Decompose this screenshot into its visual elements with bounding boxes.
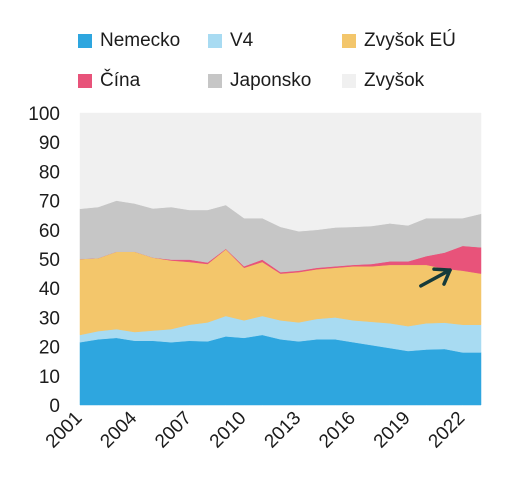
legend-swatch — [78, 34, 92, 48]
legend-item-cina: Čína — [78, 70, 140, 92]
x-tick-label-2022: 2022 — [425, 408, 470, 453]
legend-label: Čína — [100, 70, 141, 91]
y-tick-label-30: 30 — [39, 308, 60, 329]
legend-swatch — [208, 34, 222, 48]
annotation-arrow-shaft — [419, 268, 452, 288]
legend-label: Zvyšok EÚ — [364, 30, 456, 51]
legend-item-v4: V4 — [208, 30, 253, 52]
y-tick-label-70: 70 — [39, 192, 60, 213]
x-tick-label-2016: 2016 — [315, 408, 360, 453]
legend-item-zvysok-eu: Zvyšok EÚ — [342, 30, 456, 52]
y-tick-label-90: 90 — [39, 133, 60, 154]
legend-swatch — [342, 34, 356, 48]
y-tick-label-10: 10 — [39, 367, 60, 388]
y-tick-label-0: 0 — [49, 396, 60, 417]
y-tick-label-50: 50 — [39, 250, 60, 271]
x-tick-label-2010: 2010 — [206, 408, 251, 453]
annotation-arrow-head — [432, 267, 452, 286]
legend-item-nemecko: Nemecko — [78, 30, 180, 52]
x-tick-label-2019: 2019 — [370, 408, 415, 453]
x-tick-label-2013: 2013 — [261, 408, 306, 453]
legend-swatch — [208, 74, 222, 88]
legend-label: Nemecko — [100, 30, 181, 51]
x-tick-label-2004: 2004 — [96, 407, 141, 452]
legend-swatch — [342, 74, 356, 88]
legend-label: Japonsko — [230, 70, 312, 91]
x-tick-label-2007: 2007 — [151, 408, 196, 453]
y-tick-label-100: 100 — [28, 104, 60, 125]
y-tick-label-20: 20 — [39, 338, 60, 359]
y-tick-label-80: 80 — [39, 162, 60, 183]
legend-swatch — [78, 74, 92, 88]
legend-label: Zvyšok — [364, 70, 425, 91]
legend-item-zvysok: Zvyšok — [342, 70, 424, 92]
y-tick-label-40: 40 — [39, 279, 60, 300]
legend-item-japonsko: Japonsko — [208, 70, 311, 92]
y-tick-label-60: 60 — [39, 221, 60, 242]
legend: Nemecko V4 Zvyšok EÚ Čína Japonsko Zvyšok — [0, 0, 512, 110]
area-zvysok — [79, 112, 482, 232]
legend-label: V4 — [230, 30, 254, 51]
